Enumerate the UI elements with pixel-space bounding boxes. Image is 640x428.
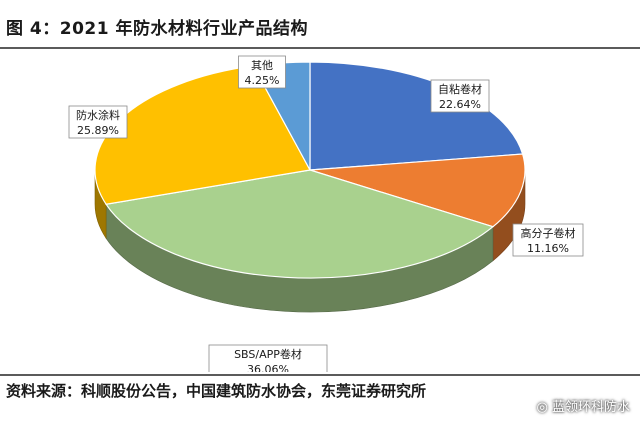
pie-chart: 自粘卷材 22.64% 高分子卷材 11.16% SBS/APP卷材 36.06% 防水涂料… — [68, 55, 584, 372]
data-label-box — [238, 55, 286, 89]
pie-slice-2 — [105, 169, 495, 279]
slice-name-label: 防水涂料 — [76, 108, 120, 122]
slice-value-label: 11.16% — [527, 242, 569, 255]
slice-value-label: 25.89% — [77, 124, 119, 137]
data-label-box — [68, 105, 128, 139]
slice-name-label: SBS/APP卷材 — [234, 347, 302, 361]
slice-name-label: 高分子卷材 — [521, 226, 576, 240]
slice-name-label: 自粘卷材 — [438, 82, 482, 96]
chart-title: 图 4：2021 年防水材料行业产品结构 — [6, 19, 308, 39]
data-label-box — [208, 344, 328, 372]
data-label-box — [512, 223, 584, 257]
slice-name-label: 其他 — [251, 59, 273, 72]
watermark: ◎ 蓝领环科防水 — [536, 400, 630, 415]
slice-value-label: 22.64% — [439, 98, 481, 111]
source-divider — [0, 374, 640, 376]
pie-slice-1 — [309, 153, 526, 228]
slice-value-label: 4.25% — [245, 74, 280, 87]
source-note: 资料来源：科顺股份公告，中国建筑防水协会，东莞证券研究所 — [6, 382, 427, 400]
pie-slice-0 — [309, 61, 524, 171]
title-divider — [0, 47, 640, 49]
slice-value-label: 36.06% — [247, 363, 289, 372]
data-label-box — [430, 79, 490, 113]
